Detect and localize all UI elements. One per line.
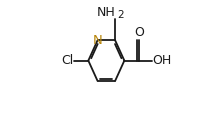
- Text: 2: 2: [117, 10, 124, 20]
- Text: O: O: [135, 26, 145, 39]
- Text: Cl: Cl: [61, 54, 73, 67]
- Text: N: N: [93, 34, 102, 47]
- Text: NH: NH: [96, 6, 115, 19]
- Text: OH: OH: [153, 54, 172, 67]
